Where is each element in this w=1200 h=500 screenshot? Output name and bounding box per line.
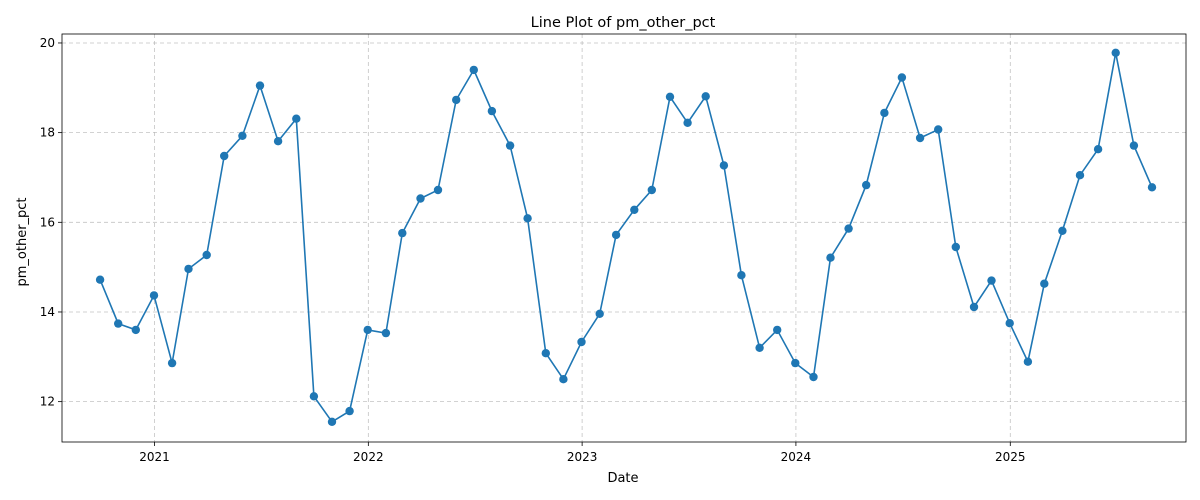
data-point — [1129, 141, 1139, 150]
data-point — [880, 108, 889, 118]
y-tick-label: 14 — [40, 305, 55, 319]
data-point — [934, 125, 943, 134]
y-tick-label: 12 — [40, 395, 55, 409]
data-point — [220, 151, 229, 161]
data-point — [665, 92, 675, 102]
data-point — [433, 185, 443, 195]
data-point — [897, 73, 907, 82]
data-point — [114, 319, 123, 328]
data-point — [809, 372, 818, 382]
data-point — [987, 276, 996, 285]
data-point — [469, 65, 478, 75]
chart-title: Line Plot of pm_other_pct — [531, 15, 716, 31]
data-point — [273, 137, 283, 146]
data-point — [719, 161, 729, 170]
data-point — [737, 271, 746, 280]
y-axis-title: pm_other_pct — [15, 197, 30, 286]
data-point — [309, 392, 319, 401]
x-tick-label: 2022 — [353, 450, 384, 464]
y-tick-label: 16 — [40, 215, 55, 229]
data-point — [255, 81, 265, 90]
data-point — [611, 230, 621, 240]
data-point — [184, 264, 193, 274]
data-point — [452, 95, 461, 105]
data-point — [915, 133, 925, 143]
grid-layer — [62, 34, 1186, 442]
data-point — [131, 325, 140, 335]
x-tick-label: 2024 — [781, 450, 812, 464]
data-point — [577, 337, 586, 347]
data-point — [202, 250, 211, 260]
data-point — [416, 194, 425, 203]
data-point — [381, 328, 391, 338]
data-point — [1075, 171, 1085, 180]
data-point — [951, 242, 960, 252]
data-point — [630, 205, 639, 214]
data-point — [1005, 319, 1014, 328]
data-point — [595, 309, 604, 318]
data-point — [505, 141, 515, 150]
data-point — [1093, 145, 1103, 154]
data-point — [95, 275, 105, 284]
data-point — [345, 406, 354, 416]
data-point — [541, 349, 550, 358]
data-point — [149, 291, 159, 300]
data-point — [844, 224, 853, 233]
data-point — [559, 375, 568, 384]
data-point — [292, 114, 301, 123]
y-tick-label: 20 — [40, 36, 55, 50]
x-tick-label: 2021 — [139, 450, 170, 464]
data-point — [487, 106, 497, 116]
data-point — [683, 118, 692, 128]
data-point — [862, 180, 871, 190]
data-point — [398, 228, 407, 238]
data-point — [791, 358, 800, 368]
x-tick-label: 2023 — [567, 450, 598, 464]
x-tick-label: 2025 — [995, 450, 1026, 464]
data-point — [773, 325, 782, 335]
x-axis-title: Date — [607, 471, 638, 486]
data-point — [238, 131, 247, 140]
axes-layer: 12 14 16 18 20 2021 2022 2023 2024 2025 — [40, 33, 1187, 464]
data-point — [1040, 279, 1049, 288]
data-point — [647, 185, 656, 195]
data-point — [167, 358, 177, 368]
plot-frame — [61, 33, 1187, 443]
series-layer — [95, 48, 1157, 426]
data-point — [523, 214, 532, 223]
data-point — [327, 417, 337, 426]
series-line — [99, 52, 1153, 423]
data-point — [363, 325, 372, 335]
y-tick-label: 18 — [40, 126, 55, 140]
data-point — [1058, 226, 1067, 235]
data-point — [1023, 357, 1033, 366]
data-point — [1111, 48, 1120, 57]
data-point — [701, 92, 710, 101]
data-point — [826, 253, 835, 262]
data-point — [969, 302, 979, 312]
data-point — [1147, 183, 1157, 192]
data-point — [755, 343, 764, 352]
